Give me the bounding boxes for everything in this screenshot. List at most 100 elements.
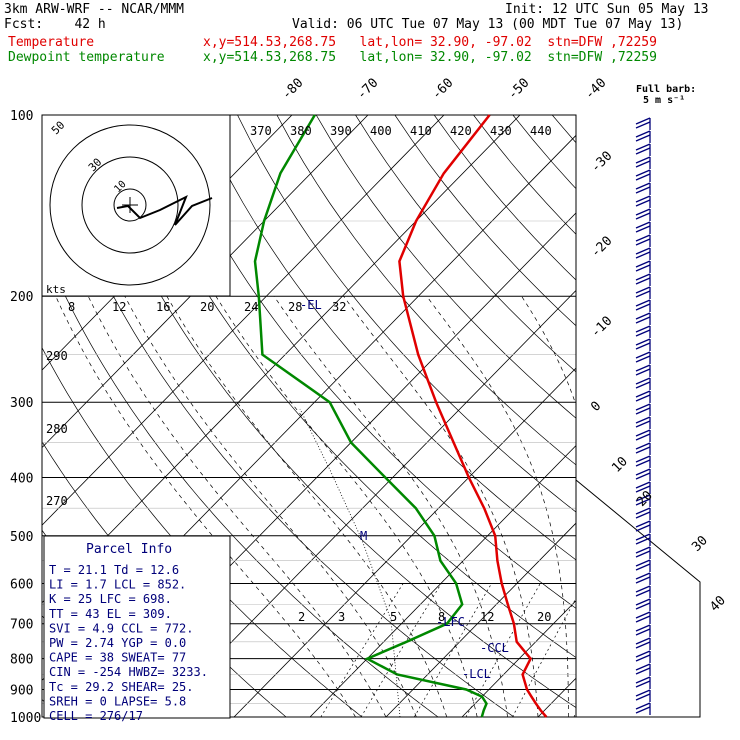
dry-adiabat bbox=[710, 115, 740, 717]
wind-barb bbox=[635, 676, 651, 684]
wind-barb bbox=[635, 364, 651, 372]
wind-scale-label: 32 bbox=[332, 300, 346, 314]
dry-adiabat bbox=[592, 115, 740, 717]
wind-barb bbox=[635, 134, 651, 142]
wind-barb bbox=[635, 637, 651, 645]
wind-barb bbox=[635, 407, 651, 415]
parcel-info-row: PW = 2.74 YGP = 0.0 bbox=[49, 636, 186, 650]
wind-barb bbox=[635, 316, 651, 324]
wind-scale-label: 8 bbox=[68, 300, 75, 314]
hodograph-ring bbox=[49, 124, 211, 286]
wind-barb bbox=[635, 381, 651, 389]
wind-barb bbox=[635, 693, 651, 701]
isotherm-label: -40 bbox=[582, 76, 609, 103]
wind-barb bbox=[635, 446, 651, 454]
wind-barb bbox=[635, 498, 651, 506]
wind-barb bbox=[635, 585, 651, 593]
wind-barb bbox=[635, 299, 651, 307]
pressure-label: 1000 bbox=[10, 711, 41, 726]
wind-barb bbox=[635, 533, 651, 541]
wind-barb bbox=[635, 420, 651, 428]
wind-barb bbox=[635, 273, 651, 281]
wind-barb bbox=[635, 173, 651, 181]
parcel-info-row: K = 25 LFC = 698. bbox=[49, 592, 172, 606]
pressure-label: 900 bbox=[10, 683, 33, 698]
wind-barb bbox=[635, 277, 651, 285]
parcel-info-row: LI = 1.7 LCL = 852. bbox=[49, 578, 186, 592]
wind-barb bbox=[635, 702, 651, 710]
wind-barb bbox=[635, 416, 651, 424]
pressure-label: 600 bbox=[10, 577, 33, 592]
mixing-ratio-label: 2 bbox=[298, 610, 305, 624]
wind-barb bbox=[635, 442, 651, 450]
wind-barb bbox=[635, 195, 651, 203]
parcel-marker: M bbox=[360, 529, 367, 543]
wind-barb bbox=[635, 377, 651, 385]
wind-barb bbox=[635, 429, 651, 437]
theta-label: 440 bbox=[530, 124, 552, 138]
dry-adiabat bbox=[355, 115, 576, 373]
isotherm-label: -60 bbox=[429, 76, 456, 103]
wind-barb bbox=[635, 156, 651, 164]
wind-barb bbox=[635, 238, 651, 246]
wind-barb bbox=[635, 338, 651, 346]
moist-adiabat bbox=[124, 296, 417, 717]
parcel-info-row: T = 21.1 Td = 12.6 bbox=[49, 563, 179, 577]
wind-barb bbox=[635, 221, 651, 229]
wind-scale-label: 24 bbox=[244, 300, 258, 314]
mixing-ratio-line bbox=[573, 711, 576, 717]
wind-barb bbox=[635, 121, 651, 129]
dry-adiabat bbox=[315, 115, 576, 419]
dry-adiabat bbox=[433, 115, 576, 281]
mixing-ratio-label: 8 bbox=[438, 610, 445, 624]
wind-scale-label: 20 bbox=[200, 300, 214, 314]
wind-barb bbox=[635, 576, 651, 584]
wind-barb bbox=[635, 611, 651, 619]
theta-label: 390 bbox=[330, 124, 352, 138]
diagram-extension bbox=[575, 479, 701, 718]
theta-label: 430 bbox=[490, 124, 512, 138]
wind-barb bbox=[635, 290, 651, 298]
wind-barb bbox=[635, 689, 651, 697]
wind-barb bbox=[635, 481, 651, 489]
wind-barb bbox=[635, 589, 651, 597]
wind-barb bbox=[635, 615, 651, 623]
wind-barb bbox=[635, 485, 651, 493]
init-time: Init: 12 UTC Sun 05 May 13 bbox=[505, 2, 709, 17]
wind-barb bbox=[635, 680, 651, 688]
mixing-ratio-label: 20 bbox=[537, 610, 551, 624]
isotherm-label: -30 bbox=[588, 149, 615, 176]
wind-scale-label: 16 bbox=[156, 300, 170, 314]
pressure-label: 700 bbox=[10, 618, 33, 633]
isotherm bbox=[690, 115, 740, 717]
wind-barb bbox=[635, 641, 651, 649]
mixing-ratio-line bbox=[360, 583, 442, 717]
isotherm bbox=[233, 367, 576, 717]
wind-barb bbox=[635, 130, 651, 138]
wind-barb bbox=[635, 628, 651, 636]
isotherm-label: -50 bbox=[505, 76, 532, 103]
dewpoint-legend: Dewpoint temperature bbox=[8, 50, 165, 65]
level-marker-el: -EL bbox=[300, 298, 322, 312]
dry-adiabat bbox=[276, 115, 576, 466]
mixing-ratio-line bbox=[413, 583, 492, 717]
hodograph-ring bbox=[81, 156, 179, 254]
theta-label: 370 bbox=[250, 124, 272, 138]
temperature-profile bbox=[398, 114, 548, 718]
temperature-location: x,y=514.53,268.75 lat,lon= 32.90, -97.02… bbox=[203, 35, 657, 50]
wind-scale-label: 28 bbox=[288, 300, 302, 314]
parcel-info-title: Parcel Info bbox=[86, 542, 172, 557]
level-marker-lcl: -LCL bbox=[462, 667, 491, 681]
parcel-info-row: SREH = 0 LAPSE= 5.8 bbox=[49, 694, 186, 708]
wind-barb bbox=[635, 624, 651, 632]
theta-label: 270 bbox=[46, 494, 68, 508]
wind-barb bbox=[635, 572, 651, 580]
parcel-info-box bbox=[43, 535, 231, 719]
theta-label: 290 bbox=[46, 349, 68, 363]
isotherm bbox=[614, 115, 740, 717]
isotherm-label: 30 bbox=[689, 533, 711, 555]
parcel-info-row: CELL = 276/17 bbox=[49, 709, 143, 723]
isotherm-label: -80 bbox=[279, 76, 306, 103]
wind-barb bbox=[635, 559, 651, 567]
